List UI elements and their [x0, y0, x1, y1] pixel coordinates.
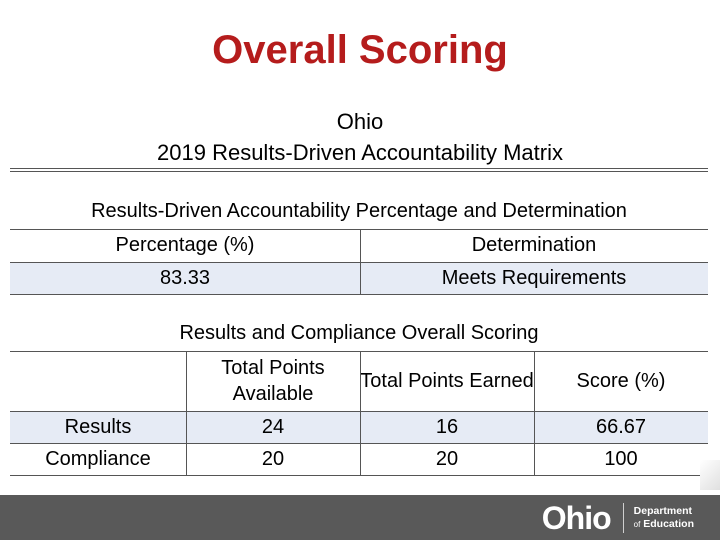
divider-top [10, 168, 708, 169]
page-title: Overall Scoring [212, 28, 508, 72]
scoring-row-earned: 16 [435, 416, 459, 438]
rda-line-bottom [10, 294, 708, 295]
scoring-header-score: Score (%) [576, 369, 666, 392]
rda-header-percentage: Percentage (%) [115, 234, 255, 256]
divider-top-double [10, 171, 708, 172]
subtitle-matrix: 2019 Results-Driven Accountability Matri… [157, 140, 563, 165]
scoring-column-divider [534, 351, 535, 476]
scoring-column-divider [186, 351, 187, 476]
footer-bar [0, 495, 720, 540]
logo-ohio-text: Ohio [541, 499, 612, 536]
scoring-column-divider [360, 351, 361, 476]
scoring-row-score: 100 [604, 448, 638, 470]
rda-column-divider [360, 229, 361, 295]
scoring-row-label: Compliance [45, 448, 151, 470]
scoring-row-earned: 20 [435, 448, 459, 470]
logo-dept-line2: Education [643, 518, 694, 530]
rda-row-shade [10, 263, 708, 294]
page-curl [700, 460, 720, 490]
scoring-row-score: 66.67 [595, 416, 647, 438]
rda-value-percentage: 83.33 [159, 267, 211, 289]
scoring-row-shade [10, 412, 708, 443]
scoring-row-label: Results [64, 416, 132, 438]
scoring-line-top [10, 351, 708, 352]
subtitle-state: Ohio [336, 109, 384, 134]
scoring-row-available: 24 [261, 416, 285, 438]
subtitle: Ohio 2019 Results-Driven Accountability … [0, 106, 720, 168]
scoring-row-available: 20 [261, 448, 285, 470]
scoring-line-bottom [10, 475, 708, 476]
rda-header-determination: Determination [471, 234, 597, 256]
logo-divider [622, 503, 624, 533]
scoring-header-earned: Total Points Earned [360, 370, 534, 392]
logo-dept-of: of [633, 520, 641, 529]
rda-line-mid [10, 262, 708, 263]
rda-heading: Results-Driven Accountability Percentage… [91, 200, 627, 222]
rda-value-determination: Meets Requirements [441, 267, 627, 289]
rda-line-top [10, 229, 708, 230]
ohio-department-of-education-logo: Ohio Department of Education [542, 499, 694, 537]
logo-department-text: Department of Education [634, 505, 694, 531]
scoring-line-header [10, 411, 708, 412]
scoring-line-row1 [10, 443, 708, 444]
scoring-heading: Results and Compliance Overall Scoring [179, 322, 539, 344]
scoring-header-available: Total Points Available [221, 357, 325, 405]
logo-dept-line1: Department [633, 505, 692, 517]
